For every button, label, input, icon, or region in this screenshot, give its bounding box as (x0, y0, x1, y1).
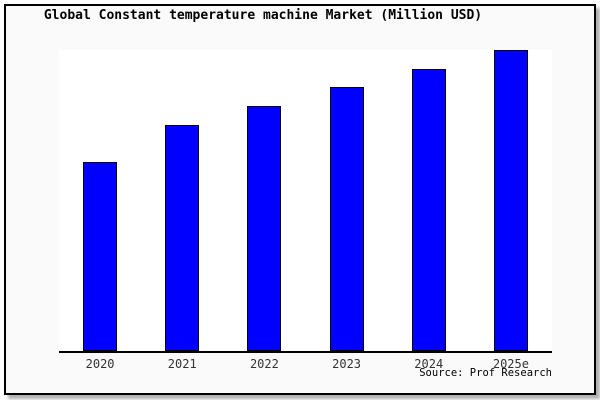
x-tick-label-2023: 2023 (332, 357, 362, 371)
x-tick-label-2022: 2022 (249, 357, 279, 371)
bar-2021 (165, 125, 200, 351)
source-credit: Source: Prof Research (419, 367, 552, 379)
x-axis-tick-labels: 2020 2021 2022 2023 2024 2025e (59, 357, 552, 372)
bar-2020 (83, 162, 118, 351)
bar-2024 (411, 69, 446, 351)
bar-2022 (247, 106, 282, 351)
x-tick-label-2025e: 2025e (492, 357, 529, 371)
bar-2023 (329, 87, 364, 351)
bar-2025e (493, 50, 528, 351)
x-tick-label-2020: 2020 (85, 357, 115, 371)
x-tick-label-2024: 2024 (414, 357, 444, 371)
x-tick-label-2021: 2021 (167, 357, 197, 371)
chart-frame: Global Constant temperature machine Mark… (4, 4, 596, 395)
plot-area (59, 50, 552, 353)
chart-title: Global Constant temperature machine Mark… (43, 8, 483, 23)
